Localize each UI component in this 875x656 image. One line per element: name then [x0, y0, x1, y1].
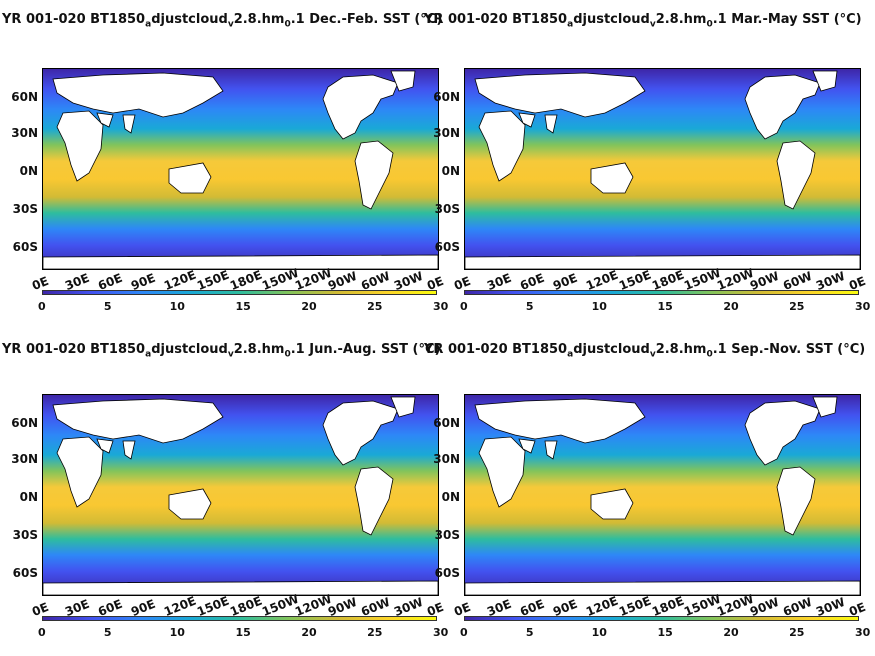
sst-map — [464, 68, 861, 270]
land-mass — [56, 110, 104, 182]
sst-map — [464, 394, 861, 596]
land-mass — [478, 436, 526, 508]
colorbar-tick: 0 — [460, 300, 468, 313]
colorbar — [464, 290, 859, 295]
land-mass — [465, 580, 860, 595]
lat-label: 60N — [433, 90, 460, 104]
colorbar-tick: 30 — [433, 626, 449, 639]
land-mass — [465, 254, 860, 269]
lat-label: 30S — [12, 528, 38, 542]
land-mass — [590, 488, 634, 520]
land-mass — [52, 72, 224, 118]
land-mass — [518, 112, 536, 128]
colorbar-tick: 15 — [657, 300, 673, 313]
lat-label: 60S — [12, 240, 38, 254]
lat-label: 30N — [11, 126, 38, 140]
colorbar — [42, 290, 437, 295]
colorbar-tick: 30 — [855, 300, 871, 313]
colorbar-tick: 10 — [591, 300, 607, 313]
sst-field — [43, 395, 438, 595]
land-mass — [478, 110, 526, 182]
panel-title: YR 001-020 BT1850adjustcloudv2.8.hm0.1 S… — [424, 342, 866, 360]
colorbar-tick: 15 — [235, 626, 251, 639]
land-mass — [168, 162, 212, 194]
colorbar-tick: 25 — [367, 626, 383, 639]
colorbar-tick: 10 — [591, 626, 607, 639]
colorbar-tick: 20 — [723, 626, 739, 639]
land-mass — [474, 72, 646, 118]
colorbar — [42, 616, 437, 621]
colorbar-tick: 5 — [103, 300, 112, 313]
land-mass — [354, 466, 394, 536]
lat-label: 30S — [434, 202, 460, 216]
colorbar-tick: 5 — [525, 626, 534, 639]
land-mass — [776, 140, 816, 210]
lat-label: 30S — [12, 202, 38, 216]
panel-title: YR 001-020 BT1850adjustcloudv2.8.hm0.1 M… — [424, 12, 862, 30]
colorbar-tick: 20 — [301, 626, 317, 639]
colorbar-tick: 10 — [169, 300, 185, 313]
land-mass — [390, 396, 416, 418]
lat-label: 30N — [11, 452, 38, 466]
sst-field — [465, 69, 860, 269]
land-mass — [43, 580, 438, 595]
land-mass — [354, 140, 394, 210]
lat-label: 30S — [434, 528, 460, 542]
colorbar-tick: 20 — [723, 300, 739, 313]
land-mass — [96, 438, 114, 454]
land-mass — [518, 438, 536, 454]
lat-label: 60S — [434, 566, 460, 580]
sst-field — [43, 69, 438, 269]
land-mass — [544, 114, 558, 134]
colorbar-tick: 0 — [38, 300, 46, 313]
land-mass — [43, 254, 438, 269]
colorbar-tick: 10 — [169, 626, 185, 639]
lat-label: 0N — [441, 164, 460, 178]
lat-label: 30N — [433, 452, 460, 466]
colorbar — [464, 616, 859, 621]
colorbar-tick: 5 — [525, 300, 534, 313]
colorbar-tick: 25 — [367, 300, 383, 313]
land-mass — [590, 162, 634, 194]
colorbar-tick: 25 — [789, 300, 805, 313]
lat-label: 0N — [19, 164, 38, 178]
colorbar-tick: 15 — [235, 300, 251, 313]
colorbar-tick: 15 — [657, 626, 673, 639]
colorbar-tick: 30 — [433, 300, 449, 313]
lat-label: 60N — [11, 90, 38, 104]
colorbar-tick: 0 — [38, 626, 46, 639]
land-mass — [474, 398, 646, 444]
lat-label: 60N — [433, 416, 460, 430]
sst-map — [42, 68, 439, 270]
colorbar-tick: 0 — [460, 626, 468, 639]
land-mass — [52, 398, 224, 444]
land-mass — [544, 440, 558, 460]
colorbar-tick: 25 — [789, 626, 805, 639]
land-mass — [812, 396, 838, 418]
panel-title: YR 001-020 BT1850adjustcloudv2.8.hm0.1 D… — [2, 12, 443, 30]
lat-label: 60S — [12, 566, 38, 580]
land-mass — [812, 70, 838, 92]
lat-label: 0N — [441, 490, 460, 504]
sst-map — [42, 394, 439, 596]
lat-label: 30N — [433, 126, 460, 140]
land-mass — [122, 440, 136, 460]
land-mass — [168, 488, 212, 520]
colorbar-tick: 30 — [855, 626, 871, 639]
land-mass — [776, 466, 816, 536]
land-mass — [96, 112, 114, 128]
land-mass — [390, 70, 416, 92]
lat-label: 60N — [11, 416, 38, 430]
sst-field — [465, 395, 860, 595]
land-mass — [122, 114, 136, 134]
lat-label: 60S — [434, 240, 460, 254]
land-mass — [56, 436, 104, 508]
lat-label: 0N — [19, 490, 38, 504]
colorbar-tick: 20 — [301, 300, 317, 313]
panel-title: YR 001-020 BT1850adjustcloudv2.8.hm0.1 J… — [2, 342, 441, 360]
colorbar-tick: 5 — [103, 626, 112, 639]
